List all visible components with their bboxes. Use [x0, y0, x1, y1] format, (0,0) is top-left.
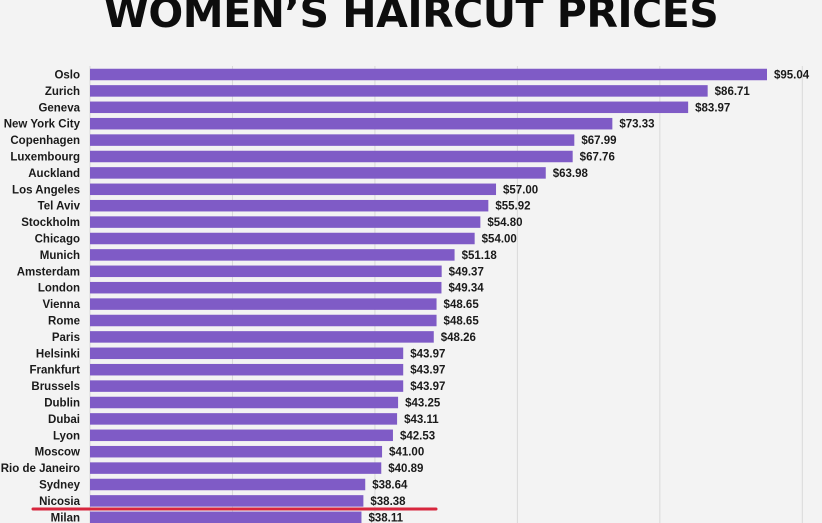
category-label: Luxembourg — [10, 152, 80, 164]
bar — [90, 85, 708, 97]
bar — [90, 445, 383, 458]
value-label: $43.97 — [410, 348, 445, 360]
category-label: Nicosia — [39, 496, 81, 508]
bar — [90, 429, 393, 442]
bar — [90, 314, 437, 327]
value-label: $63.98 — [553, 168, 589, 180]
bar — [90, 150, 573, 163]
value-label: $48.65 — [444, 316, 480, 328]
category-label: Brussels — [31, 381, 80, 393]
value-label: $55.92 — [495, 201, 530, 213]
value-label: $40.89 — [388, 463, 423, 475]
bar — [90, 331, 434, 343]
value-label: $54.00 — [482, 234, 517, 246]
bar — [90, 68, 767, 81]
bar — [90, 347, 404, 360]
bar — [90, 298, 437, 310]
bar — [90, 134, 575, 146]
value-label: $38.11 — [368, 512, 403, 523]
bar — [90, 183, 497, 196]
bar — [90, 511, 362, 523]
category-label: Vienna — [43, 299, 81, 311]
bar — [90, 281, 442, 294]
category-label: Zurich — [45, 86, 80, 98]
bar — [90, 396, 399, 409]
value-label: $49.34 — [448, 283, 484, 295]
category-label: Tel Aviv — [38, 201, 81, 213]
category-label: Stockholm — [21, 217, 80, 229]
category-label: Helsinki — [36, 348, 80, 360]
bar — [90, 462, 382, 474]
category-label: Geneva — [38, 102, 80, 114]
category-label: Lyon — [53, 430, 80, 442]
category-label: New York City — [4, 119, 81, 131]
value-label: $48.26 — [441, 332, 476, 344]
category-label: Sydney — [39, 480, 81, 492]
value-label: $95.04 — [774, 70, 810, 82]
category-label: London — [38, 283, 80, 295]
category-label: Paris — [52, 332, 80, 344]
category-label: Rio de Janeiro — [1, 463, 80, 475]
value-label: $43.97 — [410, 365, 445, 377]
value-label: $43.11 — [404, 414, 439, 426]
value-label: $41.00 — [389, 447, 424, 459]
bar — [90, 495, 364, 507]
value-label: $38.64 — [372, 480, 408, 492]
bar — [90, 363, 404, 376]
value-label: $67.99 — [581, 135, 616, 147]
chart-title: WOMEN’S HAIRCUT PRICES — [103, 0, 719, 37]
category-label: Milan — [51, 512, 80, 523]
bar — [90, 265, 442, 278]
category-label: Los Angeles — [12, 184, 80, 196]
value-label: $43.25 — [405, 398, 441, 410]
category-label: Copenhagen — [10, 135, 80, 147]
value-label: $48.65 — [444, 299, 480, 311]
bar — [90, 249, 455, 261]
category-label: Munich — [40, 250, 80, 262]
value-label: $67.76 — [580, 152, 615, 164]
bar — [90, 199, 489, 212]
value-label: $38.38 — [370, 496, 406, 508]
category-labels: Oslo Zurich Geneva New York City Copenhagen L… — [1, 70, 81, 523]
value-label: $86.71 — [715, 86, 751, 98]
bars — [90, 68, 767, 523]
bar — [90, 117, 613, 130]
value-label: $43.97 — [410, 381, 445, 393]
category-label: Chicago — [35, 234, 80, 246]
value-labels: $95.04 $86.71 $83.97 $73.33$67.99 $67.76 $63.… — [368, 70, 809, 523]
category-label: Moscow — [35, 447, 80, 459]
bar — [90, 232, 475, 245]
category-label: Dublin — [44, 398, 80, 410]
category-label: Rome — [48, 316, 80, 328]
value-label: $73.33 — [619, 119, 654, 131]
value-label: $57.00 — [503, 184, 538, 196]
value-label: $42.53 — [400, 430, 435, 442]
value-label: $51.18 — [462, 250, 498, 262]
category-label: Auckland — [28, 168, 80, 180]
bar — [90, 167, 546, 179]
category-label: Oslo — [54, 70, 80, 82]
category-label: Dubai — [48, 414, 80, 426]
bar — [90, 380, 404, 392]
bar — [90, 413, 398, 425]
value-label: $49.37 — [449, 266, 484, 278]
bar — [90, 216, 481, 228]
bar — [90, 101, 689, 114]
category-label: Frankfurt — [30, 365, 81, 377]
bar — [90, 478, 366, 491]
value-label: $83.97 — [695, 102, 730, 114]
category-label: Amsterdam — [17, 266, 80, 278]
value-label: $54.80 — [487, 217, 522, 229]
